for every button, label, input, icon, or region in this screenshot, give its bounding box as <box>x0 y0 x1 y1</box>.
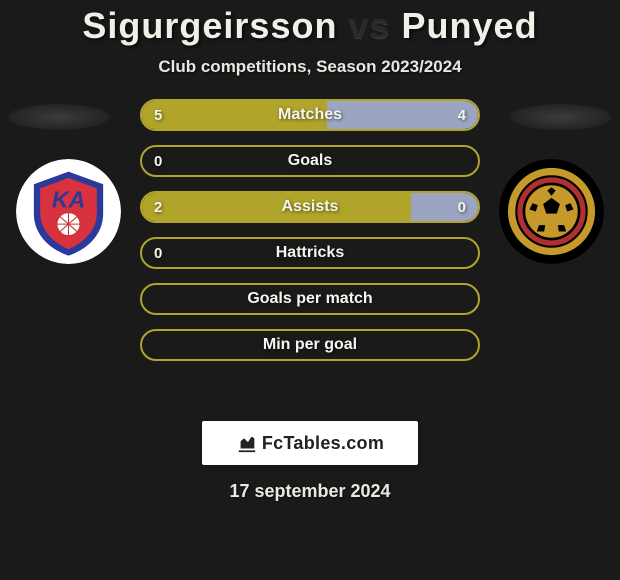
stat-label: Hattricks <box>142 239 478 267</box>
vs-label: vs <box>348 5 390 46</box>
subtitle: Club competitions, Season 2023/2024 <box>0 57 620 77</box>
page-title: Sigurgeirsson vs Punyed <box>0 5 620 47</box>
chart-icon <box>236 432 258 454</box>
brand-badge[interactable]: FcTables.com <box>202 421 418 465</box>
stat-label: Matches <box>142 101 478 129</box>
stat-bar: 0Goals <box>140 145 480 177</box>
figure-shadow-right <box>510 104 612 130</box>
figure-shadow-left <box>8 104 110 130</box>
stats-arena: KA 54Matches0Goals20Assists0Hattric <box>0 99 620 409</box>
stat-bar: 0Hattricks <box>140 237 480 269</box>
club-crest-left: KA <box>16 159 121 264</box>
stat-bars: 54Matches 0Goals 20Assists 0Hattricks Goals … <box>140 99 480 361</box>
player-right-name: Punyed <box>402 5 538 46</box>
comparison-card: Sigurgeirsson vs Punyed Club competition… <box>0 0 620 502</box>
stat-label: Goals per match <box>142 285 478 313</box>
stat-bar: 20Assists <box>140 191 480 223</box>
stat-bar: 54Matches <box>140 99 480 131</box>
crest-ball-lines <box>57 213 80 236</box>
date-label: 17 september 2024 <box>0 481 620 502</box>
player-left-name: Sigurgeirsson <box>82 5 337 46</box>
stat-bar: Goals per match <box>140 283 480 315</box>
club-crest-right <box>499 159 604 264</box>
stat-bar: Min per goal <box>140 329 480 361</box>
stat-label: Min per goal <box>142 331 478 359</box>
stat-label: Goals <box>142 147 478 175</box>
brand-text: FcTables.com <box>262 433 384 454</box>
crest-text: KA <box>52 186 85 212</box>
stat-label: Assists <box>142 193 478 221</box>
